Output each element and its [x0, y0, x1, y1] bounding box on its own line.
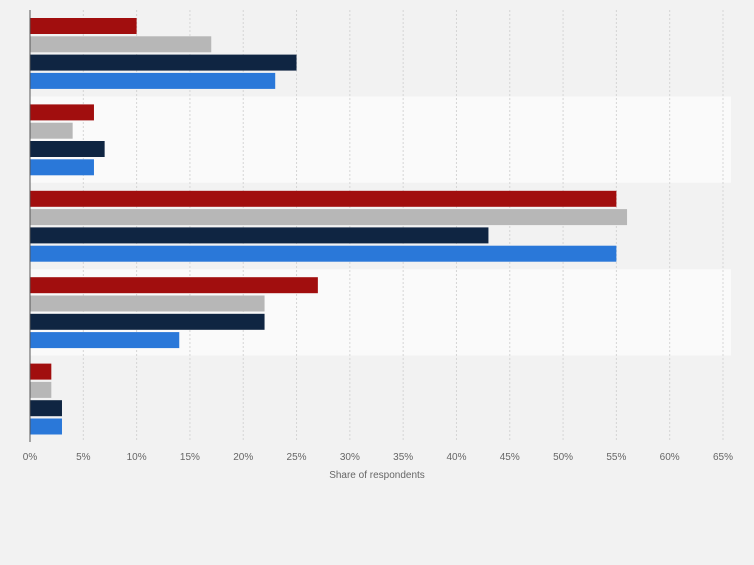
x-tick-label-11: 55%	[606, 452, 626, 463]
category-bands	[30, 10, 731, 442]
x-axis-label: Share of respondents	[329, 470, 425, 481]
x-tick-label-0: 0%	[23, 452, 38, 463]
x-tick-label-7: 35%	[393, 452, 413, 463]
x-tick-label-1: 5%	[76, 452, 91, 463]
x-tick-label-3: 15%	[180, 452, 200, 463]
bar-g2-s3	[30, 245, 617, 262]
bar-g1-s1	[30, 122, 73, 139]
x-tick-label-6: 30%	[340, 452, 360, 463]
x-tick-label-4: 20%	[233, 452, 253, 463]
x-tick-label-9: 45%	[500, 452, 520, 463]
bar-g1-s3	[30, 159, 94, 176]
bar-g3-s0	[30, 277, 318, 294]
bar-g4-s0	[30, 363, 52, 380]
x-tick-label-8: 40%	[446, 452, 466, 463]
bar-g2-s1	[30, 209, 628, 226]
bar-g0-s2	[30, 54, 297, 71]
bar-g4-s2	[30, 400, 62, 417]
x-tick-label-2: 10%	[127, 452, 147, 463]
x-tick-label-13: 65%	[713, 452, 733, 463]
x-tick-label-12: 60%	[660, 452, 680, 463]
x-tick-label-10: 50%	[553, 452, 573, 463]
x-tick-label-5: 25%	[287, 452, 307, 463]
bars	[30, 18, 628, 435]
category-band-4	[30, 355, 731, 442]
bar-g0-s0	[30, 18, 137, 34]
bar-g3-s3	[30, 332, 180, 349]
bar-g4-s1	[30, 381, 52, 398]
bar-g0-s3	[30, 72, 276, 89]
bar-g3-s2	[30, 313, 265, 330]
bar-g2-s2	[30, 227, 489, 244]
bar-g1-s2	[30, 141, 105, 157]
bar-g2-s0	[30, 190, 617, 207]
bar-g4-s3	[30, 418, 62, 435]
bar-g3-s1	[30, 295, 265, 312]
category-band-1	[30, 96, 731, 183]
bar-g1-s0	[30, 104, 94, 121]
x-tick-labels: 0% 5% 10% 15% 20% 25% 30% 35% 40% 45% 50% 55% 60% 65%	[23, 452, 733, 463]
bar-g0-s1	[30, 36, 212, 53]
